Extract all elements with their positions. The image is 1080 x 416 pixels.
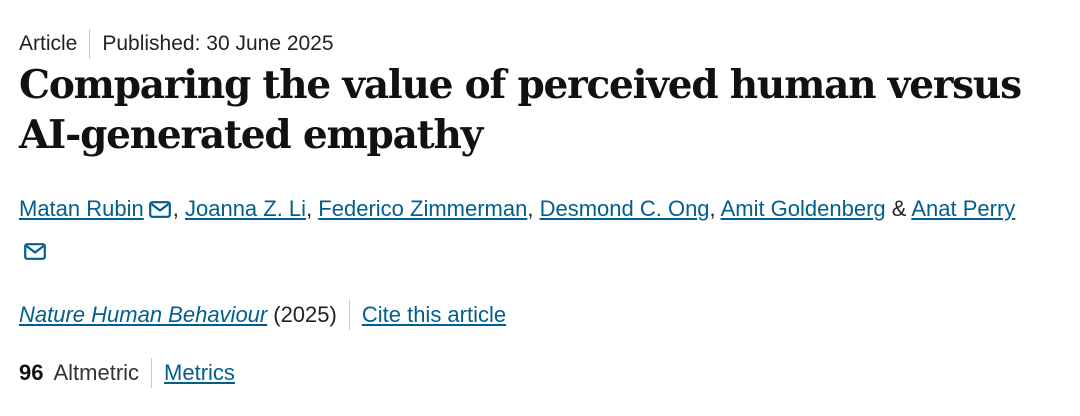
author-separator: ,: [709, 196, 721, 221]
author-link-anat-perry[interactable]: Anat Perry: [911, 196, 1016, 221]
published-date: Published: 30 June 2025: [102, 32, 334, 55]
metrics-divider: [151, 358, 153, 388]
author-link-federico-zimmerman[interactable]: Federico Zimmerman: [318, 196, 528, 221]
author-separator: ,: [172, 196, 185, 221]
author-separator: &: [885, 196, 912, 221]
envelope-icon[interactable]: [148, 201, 171, 218]
altmetric-count: 96: [19, 360, 44, 385]
article-type: Article: [19, 32, 78, 55]
metrics-row: 96 Altmetric Metrics: [19, 358, 235, 388]
author-link-matan-rubin[interactable]: Matan Rubin: [19, 196, 144, 221]
meta-divider: [89, 29, 91, 59]
article-meta: Article Published: 30 June 2025: [19, 29, 334, 59]
article-title: Comparing the value of perceived human v…: [19, 62, 1022, 158]
author-separator: ,: [306, 196, 319, 221]
citation-row: Nature Human Behaviour (2025) Cite this …: [19, 300, 506, 330]
metrics-link[interactable]: Metrics: [164, 360, 235, 385]
author-list: Matan Rubin, Joanna Z. Li, Federico Zimm…: [19, 188, 1039, 272]
citation-divider: [348, 300, 350, 330]
journal-link[interactable]: Nature Human Behaviour: [19, 302, 268, 327]
author-link-amit-goldenberg[interactable]: Amit Goldenberg: [720, 196, 886, 221]
author-separator: ,: [527, 196, 540, 221]
altmetric-label: Altmetric: [53, 360, 140, 385]
publication-year: (2025): [273, 302, 337, 327]
author-link-desmond-ong[interactable]: Desmond C. Ong: [539, 196, 710, 221]
cite-article-link[interactable]: Cite this article: [361, 302, 507, 327]
author-link-joanna-li[interactable]: Joanna Z. Li: [184, 196, 307, 221]
envelope-icon[interactable]: [24, 243, 46, 260]
